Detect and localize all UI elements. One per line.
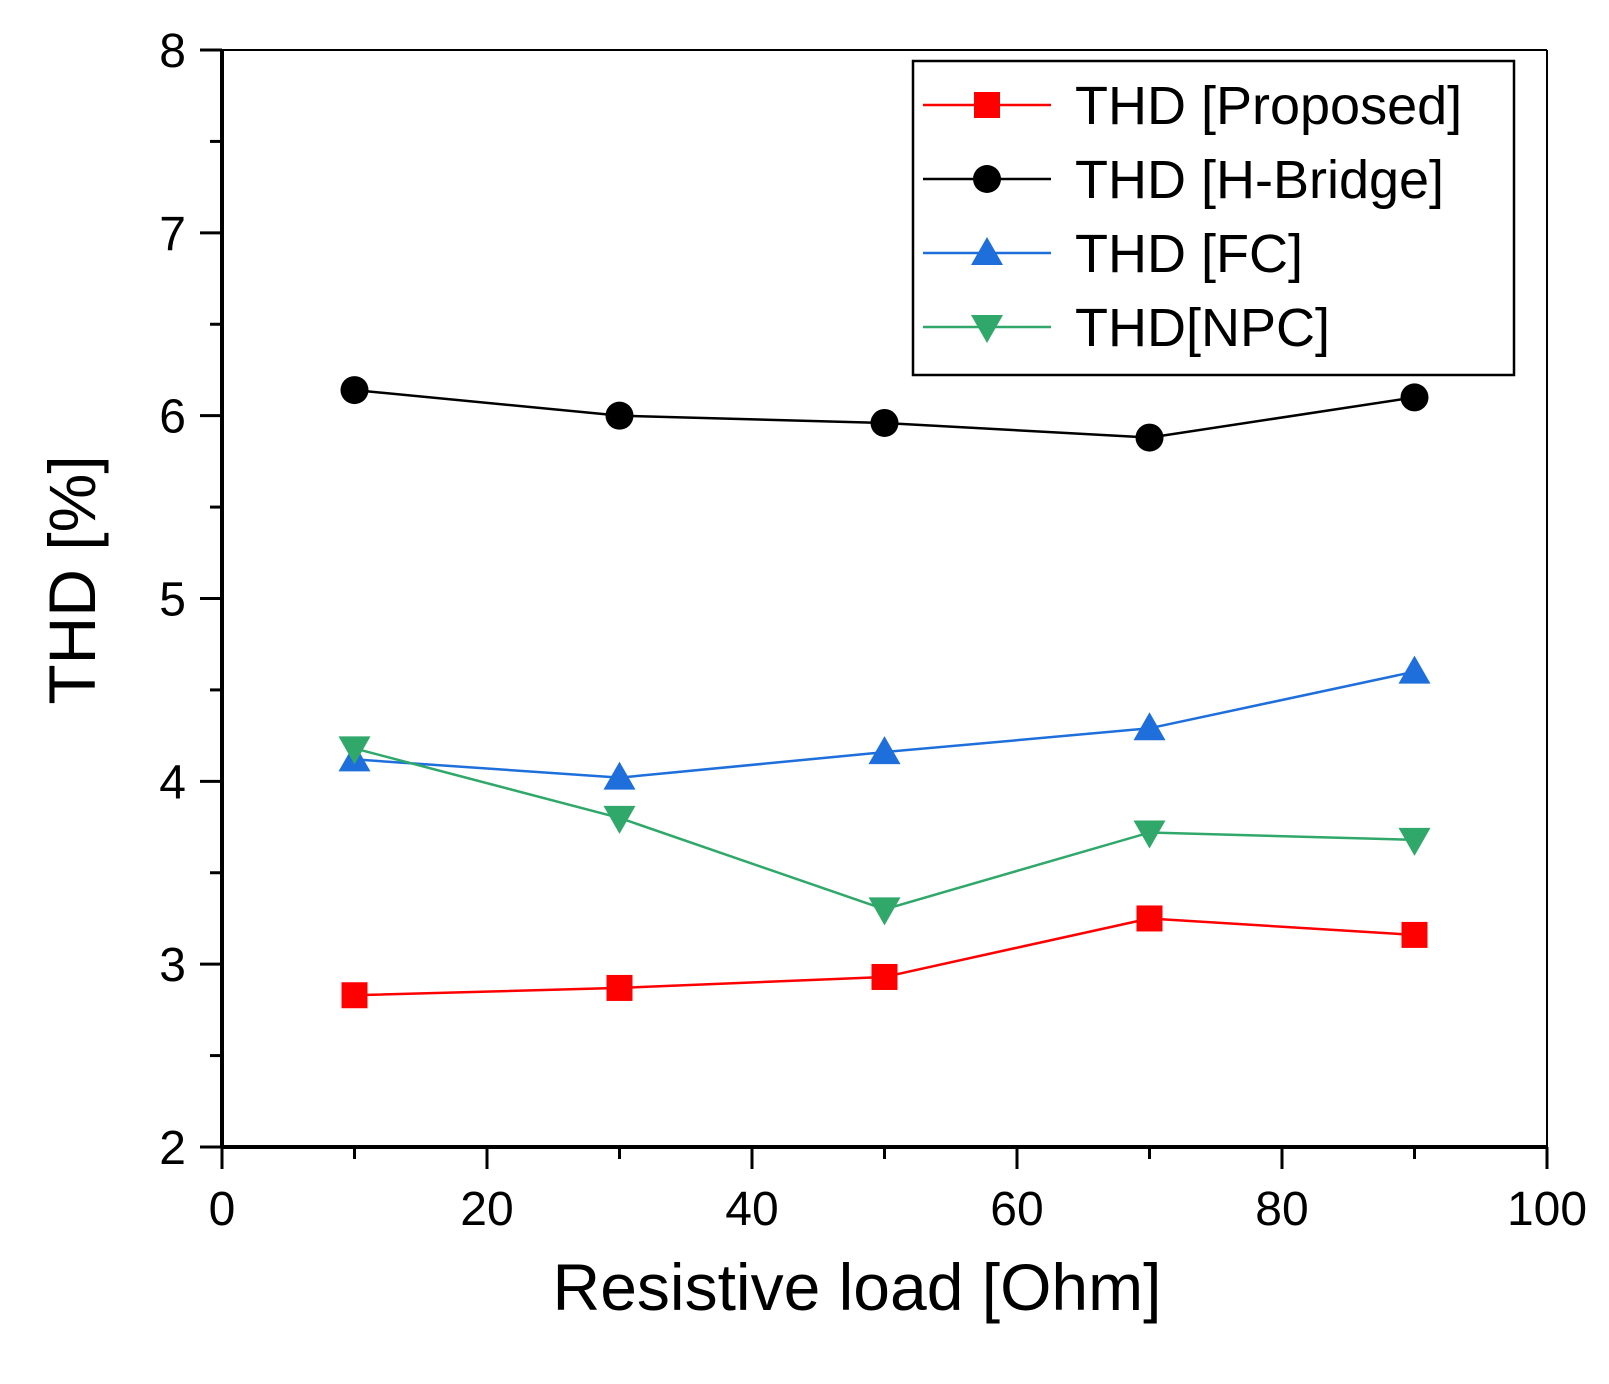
y-tick-label: 3 [159,939,186,992]
series [338,376,1431,1009]
data-point-fc [1133,712,1166,741]
legend-label: THD [H-Bridge] [1075,150,1444,210]
data-point-h-bridge [340,376,369,405]
data-point-proposed [1401,921,1428,948]
legend-box [911,59,1516,377]
data-point-proposed [871,963,898,990]
data-point-h-bridge [605,401,634,430]
legend-marker [973,165,1001,193]
data-point-npc [338,736,371,765]
legend-entry-fc: THD [FC] [923,224,1303,284]
legend-label: THD [FC] [1075,224,1303,284]
data-point-npc [868,897,901,926]
series-fc [338,655,1431,790]
x-tick-label: 60 [990,1183,1043,1236]
y-tick-label: 6 [159,391,186,444]
data-point-h-bridge [1135,423,1164,452]
series-npc [338,736,1431,926]
data-point-fc [868,736,901,765]
data-point-fc [603,761,636,790]
x-tick-label: 20 [460,1183,513,1236]
data-point-npc [1133,820,1166,849]
series-h-bridge [340,376,1429,452]
data-point-fc [1398,655,1431,684]
data-point-proposed [341,982,368,1009]
legend-label: THD [Proposed] [1075,76,1462,136]
y-tick-label: 4 [159,756,186,809]
x-tick-label: 100 [1507,1183,1587,1236]
x-axis-title: Resistive load [Ohm] [553,1250,1162,1324]
data-point-proposed [606,974,633,1001]
legend-label: THD[NPC] [1075,298,1330,358]
data-point-npc [1398,827,1431,856]
legend: THD [Proposed] THD [H-Bridge] THD [FC] THD[… [911,59,1516,377]
y-tick-label: 7 [159,208,186,261]
series-proposed [341,905,1428,1009]
x-tick-label: 80 [1255,1183,1308,1236]
legend-entry-h-bridge: THD [H-Bridge] [923,150,1444,210]
ticks: 0 20 40 60 80 100 2 3 4 5 6 7 8 [159,25,1587,1236]
data-point-h-bridge [1400,383,1429,412]
legend-entry-proposed: THD [Proposed] [923,76,1462,136]
x-tick-label: 0 [209,1183,236,1236]
legend-entry-npc: THD[NPC] [923,298,1330,358]
legend-marker [974,92,1000,118]
legend-marker [971,237,1003,265]
data-point-h-bridge [870,408,899,437]
data-point-proposed [1136,905,1163,932]
y-tick-label: 5 [159,574,186,627]
legend-marker [971,315,1003,343]
x-tick-label: 40 [725,1183,778,1236]
data-point-npc [603,805,636,834]
y-tick-label: 2 [159,1122,186,1175]
y-axis-title: THD [%] [35,455,109,704]
y-tick-label: 8 [159,25,186,78]
